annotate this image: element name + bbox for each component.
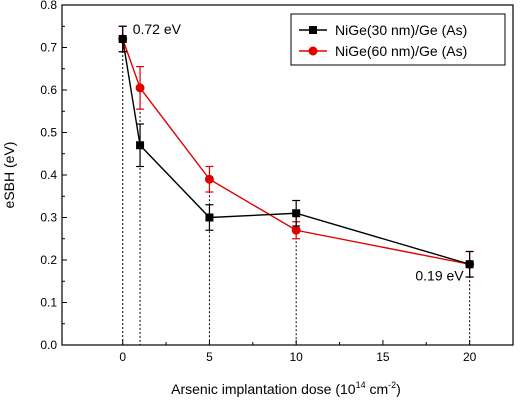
- legend-label: NiGe(60 nm)/Ge (As): [335, 43, 467, 59]
- y-tick-label: 0.5: [40, 126, 57, 140]
- annotation-label: 0.19 eV: [415, 267, 464, 283]
- x-tick-label: 0: [119, 350, 126, 364]
- marker-square: [136, 141, 145, 150]
- x-tick-label: 10: [289, 350, 303, 364]
- y-tick-label: 0.3: [40, 211, 57, 225]
- x-tick-label: 5: [206, 350, 213, 364]
- y-tick-label: 0.1: [40, 296, 57, 310]
- x-axis-label-exp-unit: -2: [388, 380, 396, 390]
- series-layer: [118, 25, 475, 278]
- x-axis-label-close: ): [396, 381, 401, 397]
- y-tick-label: 0.6: [40, 83, 57, 97]
- x-tick-label: 15: [376, 350, 390, 364]
- marker-square: [309, 26, 317, 34]
- annotation-label: 0.72 eV: [133, 21, 182, 37]
- x-axis-label-unit: cm: [366, 381, 389, 397]
- y-axis: 0.0 0.1 0.2 0.3 0.4 0.5 0.6 0.7 0.8: [40, 0, 67, 352]
- legend-box: [290, 13, 506, 66]
- marker-square: [118, 35, 127, 43]
- y-axis-label: eSBH (eV): [1, 142, 17, 209]
- drop-lines: [122, 39, 471, 345]
- y-tick-label: 0.4: [40, 168, 57, 182]
- marker-circle: [204, 174, 214, 184]
- x-axis-label-exp-base: 14: [356, 380, 366, 390]
- y-tick-label: 0.2: [40, 253, 57, 267]
- y-tick-label: 0.8: [40, 0, 57, 12]
- marker-circle: [135, 83, 145, 93]
- y-tick-label: 0.7: [40, 41, 57, 55]
- marker-square: [292, 209, 301, 218]
- x-tick-label: 20: [463, 350, 477, 364]
- marker-circle: [308, 46, 318, 56]
- x-axis-label-main: Arsenic implantation dose (10: [171, 381, 356, 397]
- marker-circle: [291, 225, 301, 235]
- x-axis-label: Arsenic implantation dose (1014 cm-2): [171, 380, 401, 397]
- marker-square: [205, 213, 214, 222]
- x-axis: 0 5 10 15 20: [119, 340, 477, 364]
- legend-label: NiGe(30 nm)/Ge (As): [335, 22, 467, 38]
- annotations: 0.72 eV 0.19 eV: [133, 21, 465, 283]
- series: [118, 25, 474, 278]
- y-tick-label: 0.0: [40, 338, 57, 352]
- legend: NiGe(30 nm)/Ge (As) NiGe(60 nm)/Ge (As): [290, 13, 506, 66]
- marker-square: [465, 260, 474, 269]
